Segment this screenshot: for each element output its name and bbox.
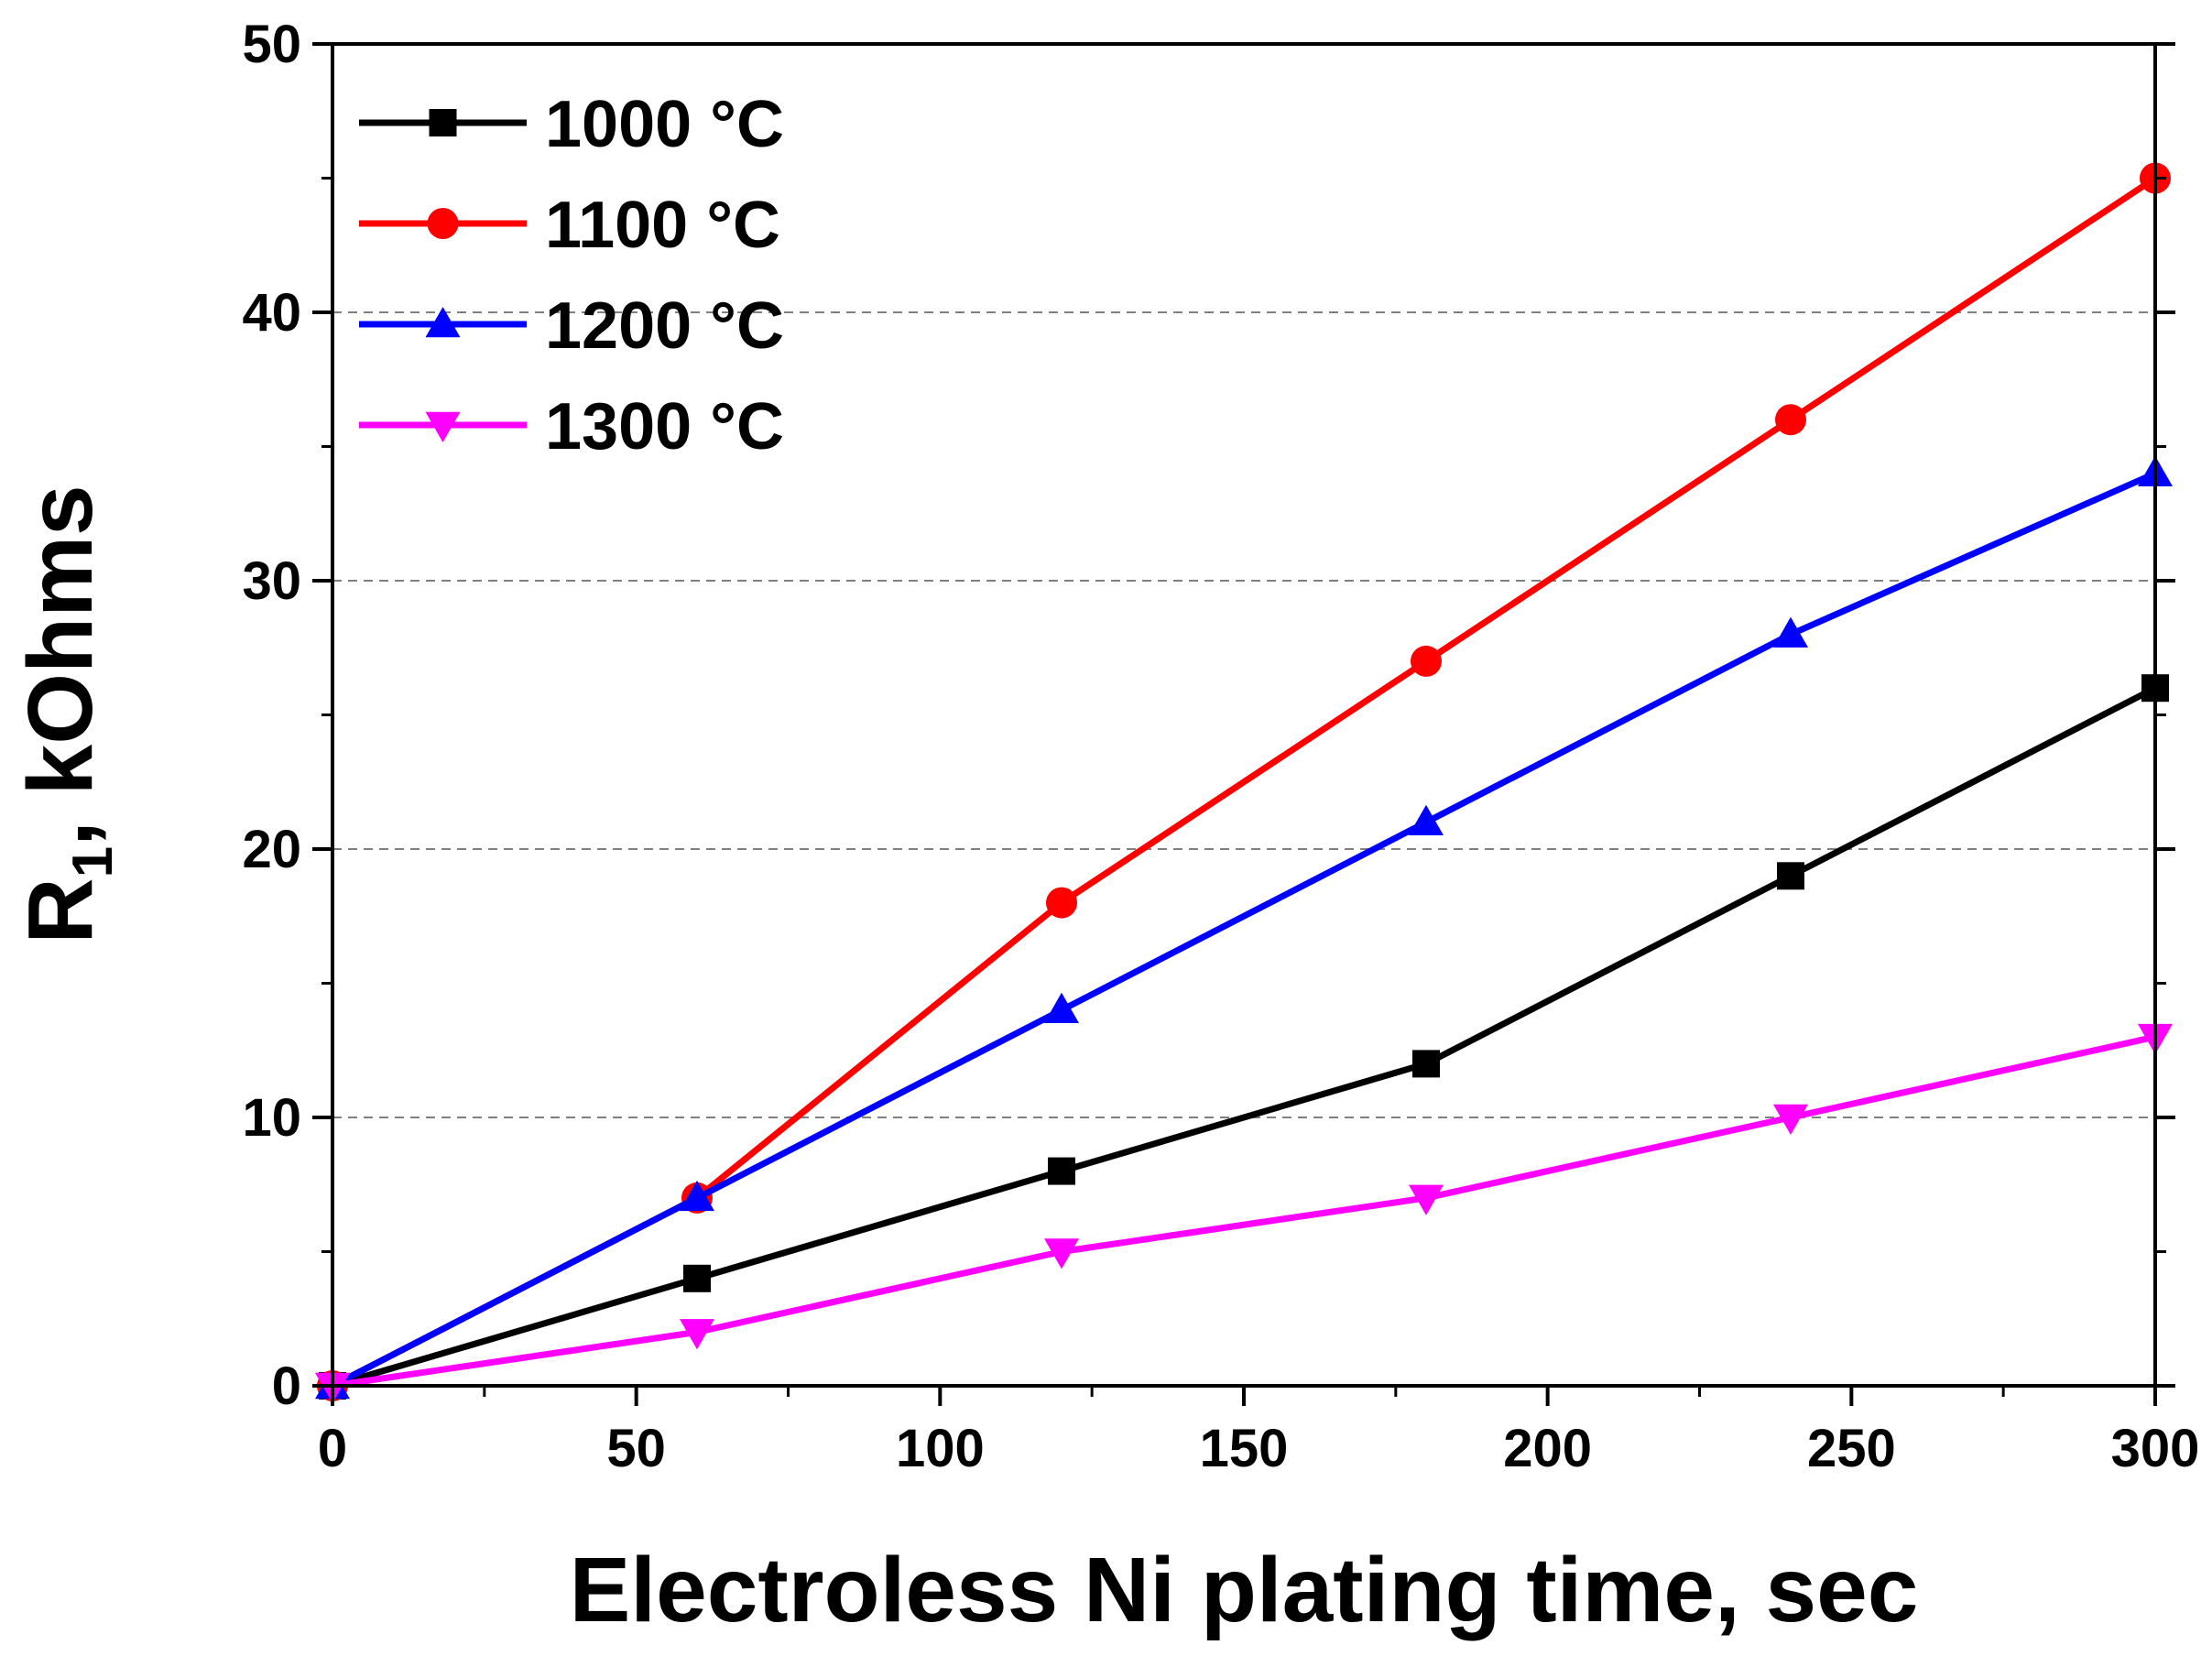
- y-tick-label-10: 10: [242, 1088, 301, 1148]
- legend-marker-4: [425, 411, 461, 442]
- data-point-s2-180: [1411, 645, 1442, 677]
- y-tick-label-20: 20: [242, 820, 301, 879]
- series-3: [315, 455, 2173, 1400]
- data-point-s3-120: [1044, 992, 1079, 1024]
- data-point-s1-120: [1048, 1157, 1075, 1185]
- x-tick-label-250: 250: [1807, 1419, 1896, 1478]
- legend-label-2: 1100 °C: [545, 189, 780, 262]
- series-line-4: [332, 1033, 2156, 1389]
- legend-label-3: 1200 °C: [545, 289, 784, 363]
- legend-marker-2: [427, 208, 459, 239]
- x-tick-label-0: 0: [318, 1419, 347, 1478]
- data-point-s1-60: [683, 1264, 711, 1292]
- legend: 1000 °C 1100 °C 1200 °C 1300 °C: [359, 88, 784, 463]
- ticks: [312, 42, 2175, 1406]
- y-axis-title-main: R: [9, 877, 112, 943]
- data-point-s3-240: [1773, 616, 1808, 648]
- y-axis-title: R1, kOhms: [9, 485, 125, 943]
- series-layer: [315, 162, 2173, 1403]
- x-tick-label-100: 100: [896, 1419, 985, 1478]
- y-tick-label-0: 0: [272, 1356, 301, 1416]
- data-point-s4-120: [1044, 1238, 1079, 1269]
- legend-marker-3: [425, 307, 461, 338]
- y-tick-label-40: 40: [242, 283, 301, 343]
- legend-entry-1: 1000 °C: [359, 88, 784, 161]
- data-point-s4-180: [1409, 1184, 1444, 1215]
- series-4: [315, 1023, 2173, 1403]
- data-point-s3-60: [680, 1180, 714, 1212]
- data-point-s4-240: [1773, 1104, 1808, 1135]
- y-axis-title-subscript: 1: [61, 846, 125, 877]
- y-axis-title-rest: , kOhms: [9, 485, 112, 846]
- data-point-s3-180: [1409, 804, 1444, 835]
- legend-marker-1: [429, 109, 457, 136]
- series-line-1: [332, 685, 2157, 1389]
- x-axis-title: Electroless Ni plating time, sec: [570, 1539, 1919, 1641]
- legend-entry-3: 1200 °C: [359, 289, 784, 363]
- x-tick-label-150: 150: [1200, 1419, 1289, 1478]
- tick-labels: 0 50 100 150 200 250 300 0 10 20 30 40 50: [242, 15, 2199, 1478]
- y-tick-label-30: 30: [242, 551, 301, 611]
- legend-entry-2: 1100 °C: [359, 189, 780, 262]
- legend-label-4: 1300 °C: [545, 390, 784, 463]
- data-point-s2-120: [1046, 887, 1077, 919]
- data-point-s1-240: [1777, 862, 1804, 890]
- x-tick-label-200: 200: [1503, 1419, 1592, 1478]
- data-point-s2-240: [1775, 404, 1806, 436]
- y-tick-label-50: 50: [242, 15, 301, 74]
- x-tick-label-300: 300: [2111, 1419, 2200, 1478]
- x-tick-label-50: 50: [606, 1419, 666, 1478]
- series-line-3: [331, 470, 2157, 1389]
- data-point-s4-60: [680, 1319, 714, 1350]
- legend-entry-4: 1300 °C: [359, 390, 784, 463]
- data-point-s1-180: [1412, 1050, 1440, 1078]
- legend-label-1: 1000 °C: [545, 88, 784, 161]
